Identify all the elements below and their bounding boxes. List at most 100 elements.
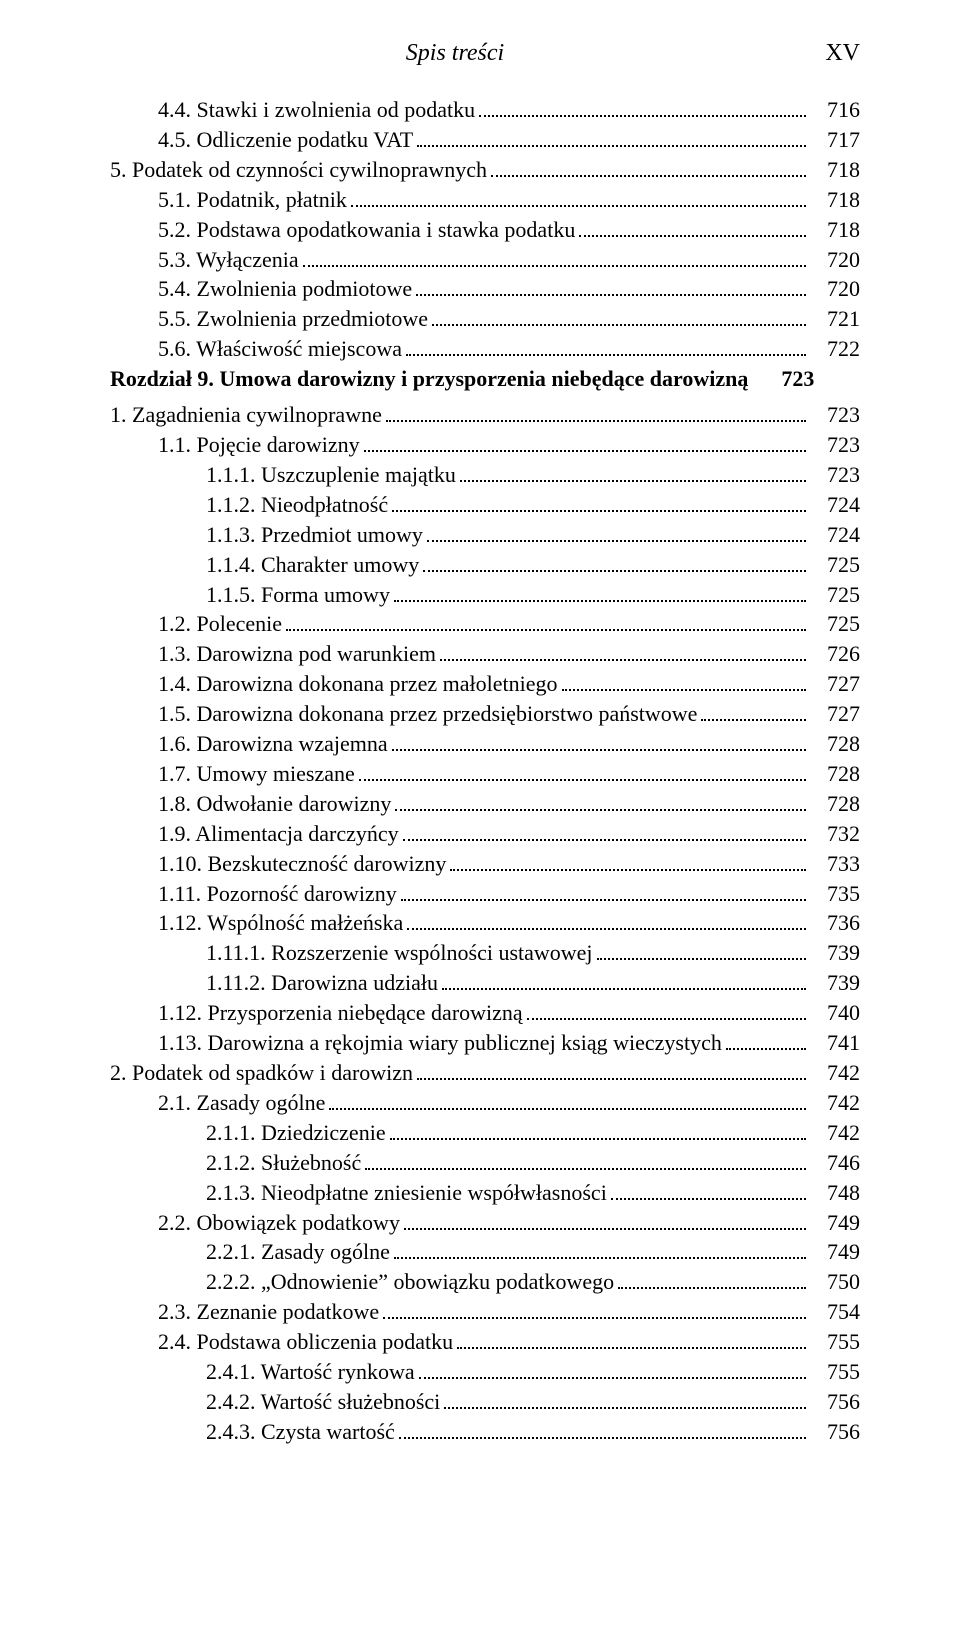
toc-leader (491, 155, 806, 177)
toc-label: 2.1. Zasady ogólne (158, 1088, 325, 1118)
toc-row: 2.4.2. Wartość służebności756 (110, 1387, 860, 1417)
toc-page-number: 723 (812, 430, 860, 460)
toc-page-number: 718 (812, 155, 860, 185)
toc-label: 2.1.2. Służebność (206, 1148, 361, 1178)
toc-leader (618, 1268, 806, 1290)
toc-leader (427, 520, 806, 542)
toc-label: 2.4.1. Wartość rynkowa (206, 1357, 415, 1387)
toc-leader (383, 1297, 806, 1319)
toc-label: 1.1.4. Charakter umowy (206, 550, 419, 580)
toc-page-number: 717 (812, 125, 860, 155)
toc-row: 1.12. Wspólność małżeńska 736 (110, 908, 860, 938)
toc-row: 2.1. Zasady ogólne 742 (110, 1088, 860, 1118)
toc-row: 2.4. Podstawa obliczenia podatku 755 (110, 1327, 860, 1357)
toc-row: 1.11.1. Rozszerzenie wspólności ustawowe… (110, 938, 860, 968)
toc-row: 2. Podatek od spadków i darowizn742 (110, 1058, 860, 1088)
toc-label: 5.3. Wyłączenia (158, 245, 299, 275)
toc-row: 1.11.2. Darowizna udziału739 (110, 968, 860, 998)
toc-label: 1.1.3. Przedmiot umowy (206, 520, 423, 550)
toc-row: 4.5. Odliczenie podatku VAT717 (110, 125, 860, 155)
toc-page-number: 736 (812, 908, 860, 938)
toc-leader (392, 490, 806, 512)
toc-label: 2.4. Podstawa obliczenia podatku (158, 1327, 453, 1357)
toc-row: 1.13. Darowizna a rękojmia wiary publicz… (110, 1028, 860, 1058)
toc-leader (359, 759, 806, 781)
toc-page-number: 756 (812, 1387, 860, 1417)
toc-label: 5. Podatek od czynności cywilnoprawnych (110, 155, 487, 185)
toc-label: 1.12. Przysporzenia niebędące darowizną (158, 998, 523, 1028)
toc-row: 2.1.2. Służebność 746 (110, 1148, 860, 1178)
toc-page-number: 748 (812, 1178, 860, 1208)
toc-page-number: 754 (812, 1297, 860, 1327)
toc-row: 5.6. Właściwość miejscowa722 (110, 334, 860, 364)
toc-page-number: 740 (812, 998, 860, 1028)
toc-row: 1.11. Pozorność darowizny735 (110, 879, 860, 909)
toc-leader (286, 610, 806, 632)
toc-page-number: 749 (812, 1208, 860, 1238)
toc-leader (527, 998, 806, 1020)
toc-page-number: 724 (812, 490, 860, 520)
toc-label: 1.7. Umowy mieszane (158, 759, 355, 789)
toc-row: 1.1.2. Nieodpłatność 724 (110, 490, 860, 520)
toc-page-number: 725 (812, 550, 860, 580)
toc-row: 1.10. Bezskuteczność darowizny733 (110, 849, 860, 879)
toc-row: 5. Podatek od czynności cywilnoprawnych 7… (110, 155, 860, 185)
toc-row: 1.9. Alimentacja darczyńcy732 (110, 819, 860, 849)
toc-row: 2.2.2. „Odnowienie” obowiązku podatkoweg… (110, 1267, 860, 1297)
toc-row: 1.7. Umowy mieszane 728 (110, 759, 860, 789)
toc-page-number: 728 (812, 759, 860, 789)
toc-page-number: 727 (812, 699, 860, 729)
toc-page-number: 739 (812, 938, 860, 968)
toc-page-number: 727 (812, 669, 860, 699)
toc-page-number: 756 (812, 1417, 860, 1447)
toc-leader (399, 1417, 806, 1439)
toc-leader (395, 789, 806, 811)
toc-row: 1.8. Odwołanie darowizny728 (110, 789, 860, 819)
toc-leader (394, 580, 806, 602)
toc-label: 5.1. Podatnik, płatnik (158, 185, 347, 215)
toc-label: 1.3. Darowizna pod warunkiem (158, 639, 436, 669)
toc-page-number: 746 (812, 1148, 860, 1178)
toc-row: 1.12. Przysporzenia niebędące darowizną 7… (110, 998, 860, 1028)
toc-label: 2.4.3. Czysta wartość (206, 1417, 395, 1447)
toc-leader (406, 334, 806, 356)
toc-label: 5.2. Podstawa opodatkowania i stawka pod… (158, 215, 575, 245)
toc-page-number: 742 (812, 1088, 860, 1118)
toc-leader (390, 1118, 806, 1140)
toc-row: 1.6. Darowizna wzajemna728 (110, 729, 860, 759)
toc-leader (457, 1327, 806, 1349)
toc-row: 5.3. Wyłączenia720 (110, 245, 860, 275)
toc-page-number: 725 (812, 580, 860, 610)
toc-row: 2.3. Zeznanie podatkowe754 (110, 1297, 860, 1327)
toc-row: 2.4.1. Wartość rynkowa755 (110, 1357, 860, 1387)
toc-label: 1.12. Wspólność małżeńska (158, 908, 403, 938)
toc-page-number: 732 (812, 819, 860, 849)
toc-row: 5.5. Zwolnienia przedmiotowe721 (110, 304, 860, 334)
toc-label: 2.2.2. „Odnowienie” obowiązku podatkoweg… (206, 1267, 614, 1297)
toc-row: 2.4.3. Czysta wartość 756 (110, 1417, 860, 1447)
toc-leader (597, 939, 806, 961)
toc-label: 1.1. Pojęcie darowizny (158, 430, 360, 460)
toc-page-number: 728 (812, 729, 860, 759)
toc-label: 1.1.5. Forma umowy (206, 580, 390, 610)
toc-label: 1.1.2. Nieodpłatność (206, 490, 388, 520)
toc-label: 2. Podatek od spadków i darowizn (110, 1058, 413, 1088)
toc-leader (417, 125, 806, 147)
toc-leader (726, 1028, 806, 1050)
toc-label: 4.4. Stawki i zwolnienia od podatku (158, 95, 475, 125)
toc-row: 1.1.3. Przedmiot umowy 724 (110, 520, 860, 550)
toc-leader (394, 1238, 806, 1260)
toc-row: 1. Zagadnienia cywilnoprawne723 (110, 400, 860, 430)
toc-row: 2.1.1. Dziedziczenie742 (110, 1118, 860, 1148)
toc-row: 1.2. Polecenie725 (110, 609, 860, 639)
toc-row: 5.1. Podatnik, płatnik718 (110, 185, 860, 215)
toc-page-number: 724 (812, 520, 860, 550)
toc-label: 5.4. Zwolnienia podmiotowe (158, 274, 412, 304)
toc-page-number: 755 (812, 1327, 860, 1357)
toc-label: Rozdział 9. Umowa darowizny i przysporze… (110, 364, 748, 394)
toc-page-number: 721 (812, 304, 860, 334)
toc-leader (579, 215, 806, 237)
toc-label: 1.11. Pozorność darowizny (158, 879, 397, 909)
toc-leader (386, 400, 806, 422)
toc-label: 1.5. Darowizna dokonana przez przedsiębi… (158, 699, 697, 729)
